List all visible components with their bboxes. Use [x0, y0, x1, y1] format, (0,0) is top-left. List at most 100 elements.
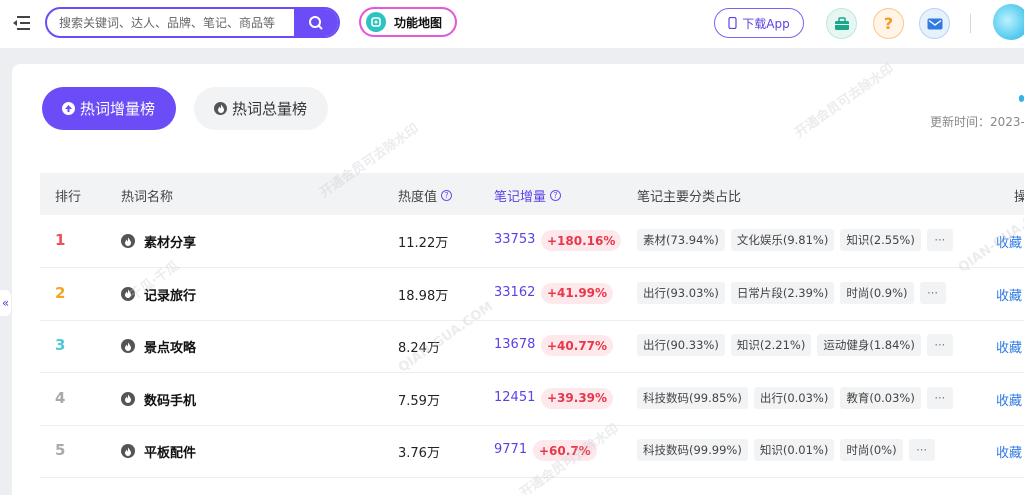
- table-row: 2 记录旅行 18.98万 33162 +41.99% 出行(93.03%) 日常片段(2.…: [40, 268, 1024, 321]
- notes-help-icon[interactable]: ?: [550, 190, 562, 201]
- keyword-name[interactable]: 平板配件: [144, 446, 197, 461]
- more-categories-button[interactable]: ···: [926, 386, 953, 409]
- notes-increment: 12451: [494, 389, 536, 405]
- header-notes[interactable]: 笔记增量 ?: [494, 186, 562, 205]
- rank-number: 4: [55, 388, 66, 407]
- category-tag: 出行(90.33%): [637, 334, 725, 356]
- rank-number: 3: [55, 336, 66, 354]
- category-tag: 出行(0.03%): [753, 386, 835, 409]
- category-tag: 知识(0.01%): [753, 439, 835, 461]
- tab-keyword-growth[interactable]: 热词增量榜: [42, 87, 176, 130]
- category-tags: 科技数码(99.85%) 出行(0.03%) 教育(0.03%) ···: [637, 386, 953, 409]
- favorite-button[interactable]: 收藏: [996, 236, 1023, 251]
- category-tag: 运动健身(1.84%): [817, 334, 921, 356]
- keyword-name[interactable]: 景点攻略: [144, 341, 197, 356]
- category-tags: 科技数码(99.99%) 知识(0.01%) 时尚(0%) ···: [637, 439, 935, 461]
- more-categories-button[interactable]: ···: [926, 334, 953, 356]
- favorite-button[interactable]: 收藏: [996, 393, 1023, 409]
- category-tag: 日常片段(2.39%): [730, 281, 835, 304]
- keyword-name[interactable]: 数码手机: [144, 393, 197, 409]
- fire-icon: [121, 286, 135, 301]
- download-app-label: 下载App: [742, 16, 790, 31]
- category-tag: 教育(0.03%): [840, 386, 921, 409]
- favorite-button[interactable]: 收藏: [996, 341, 1023, 356]
- menu-toggle-icon[interactable]: [12, 13, 32, 33]
- table-row: 4 数码手机 7.59万 12451 +39.39% 科技数码(99.85%) 出行(0.0…: [40, 373, 1024, 426]
- keyword-name[interactable]: 记录旅行: [144, 288, 197, 304]
- help-icon: ?: [883, 14, 894, 33]
- tab-keyword-growth-label: 热词增量榜: [80, 100, 156, 118]
- header-heat-label: 热度值: [398, 190, 438, 205]
- favorite-button[interactable]: 收藏: [996, 288, 1023, 304]
- update-time: 更新时间：2023-0: [930, 115, 1024, 129]
- fire-icon: [121, 234, 135, 248]
- heat-value: 8.24万: [398, 341, 440, 356]
- tab-keyword-total[interactable]: 热词总量榜: [194, 87, 328, 130]
- notes-increment: 13678: [494, 337, 536, 352]
- header-divider: [970, 14, 971, 33]
- briefcase-button[interactable]: [826, 8, 857, 39]
- feature-map-button[interactable]: 功能地图: [359, 7, 457, 37]
- growth-badge: +41.99%: [541, 282, 614, 304]
- header-action: 操: [1014, 190, 1024, 205]
- heat-help-icon[interactable]: ?: [441, 190, 453, 201]
- fire-icon: [121, 339, 135, 353]
- fire-icon: [121, 391, 135, 406]
- category-tags: 出行(90.33%) 知识(2.21%) 运动健身(1.84%) ···: [637, 334, 953, 356]
- category-tag: 时尚(0.9%): [840, 281, 914, 304]
- rank-number: 2: [55, 283, 66, 302]
- heat-value: 7.59万: [398, 393, 440, 409]
- category-tag: 科技数码(99.85%): [637, 386, 748, 409]
- heat-value: 3.76万: [398, 446, 440, 461]
- header-heat[interactable]: 热度值 ?: [398, 186, 453, 205]
- search-input[interactable]: [59, 13, 294, 33]
- heat-value: 18.98万: [398, 288, 449, 304]
- growth-badge: +180.16%: [541, 230, 622, 251]
- table-row: 1 素材分享 11.22万 33753 +180.16% 素材(73.94%) 文化娱乐(9…: [40, 215, 1024, 268]
- top-header: 功能地图 下载App ?: [0, 0, 1024, 48]
- collapse-sidebar-button[interactable]: «: [0, 290, 11, 316]
- fire-icon: [121, 444, 135, 458]
- keyword-name[interactable]: 素材分享: [144, 236, 197, 251]
- header-notes-label: 笔记增量: [494, 190, 547, 205]
- category-tag: 出行(93.03%): [637, 281, 725, 304]
- search-icon: [309, 15, 323, 30]
- fire-icon: [214, 102, 227, 115]
- help-button[interactable]: ?: [873, 8, 904, 39]
- category-tag: 素材(73.94%): [637, 229, 725, 251]
- rank-number: 1: [55, 231, 66, 249]
- category-tags: 出行(93.03%) 日常片段(2.39%) 时尚(0.9%) ···: [637, 281, 946, 304]
- main-panel: [12, 64, 1024, 495]
- table-row: 5 平板配件 3.76万 9771 +60.7% 科技数码(99.99%) 知识(0.01%…: [40, 425, 1024, 478]
- mail-button[interactable]: [919, 8, 950, 39]
- download-app-button[interactable]: 下载App: [714, 8, 804, 38]
- mail-icon: [927, 18, 942, 29]
- category-tag: 知识(2.21%): [730, 334, 812, 356]
- heat-value: 11.22万: [398, 236, 449, 251]
- category-tag: 文化娱乐(9.81%): [730, 229, 835, 251]
- compass-icon: [366, 12, 386, 32]
- indicator-dot: [1019, 95, 1024, 102]
- growth-badge: +40.77%: [541, 335, 614, 356]
- category-tag: 时尚(0%): [840, 439, 903, 461]
- notes-increment: 33753: [494, 232, 536, 247]
- phone-icon: [728, 17, 737, 29]
- more-categories-button[interactable]: ···: [926, 229, 953, 251]
- search-button[interactable]: [294, 9, 338, 36]
- category-tag: 科技数码(99.99%): [637, 439, 748, 461]
- favorite-button[interactable]: 收藏: [996, 446, 1023, 461]
- feature-map-label: 功能地图: [394, 15, 443, 30]
- search-box: [45, 7, 340, 38]
- growth-badge: +39.39%: [541, 387, 614, 409]
- more-categories-button[interactable]: ···: [908, 439, 935, 461]
- notes-increment: 33162: [494, 284, 536, 300]
- notes-increment: 9771: [494, 442, 528, 457]
- arrow-up-circle-icon: [62, 102, 75, 115]
- more-categories-button[interactable]: ···: [919, 281, 946, 304]
- header-category: 笔记主要分类占比: [637, 190, 742, 205]
- rank-number: 5: [55, 441, 66, 459]
- header-keyword: 热词名称: [121, 190, 174, 205]
- user-avatar[interactable]: [993, 4, 1024, 40]
- category-tag: 知识(2.55%): [840, 229, 921, 251]
- category-tags: 素材(73.94%) 文化娱乐(9.81%) 知识(2.55%) ···: [637, 229, 953, 251]
